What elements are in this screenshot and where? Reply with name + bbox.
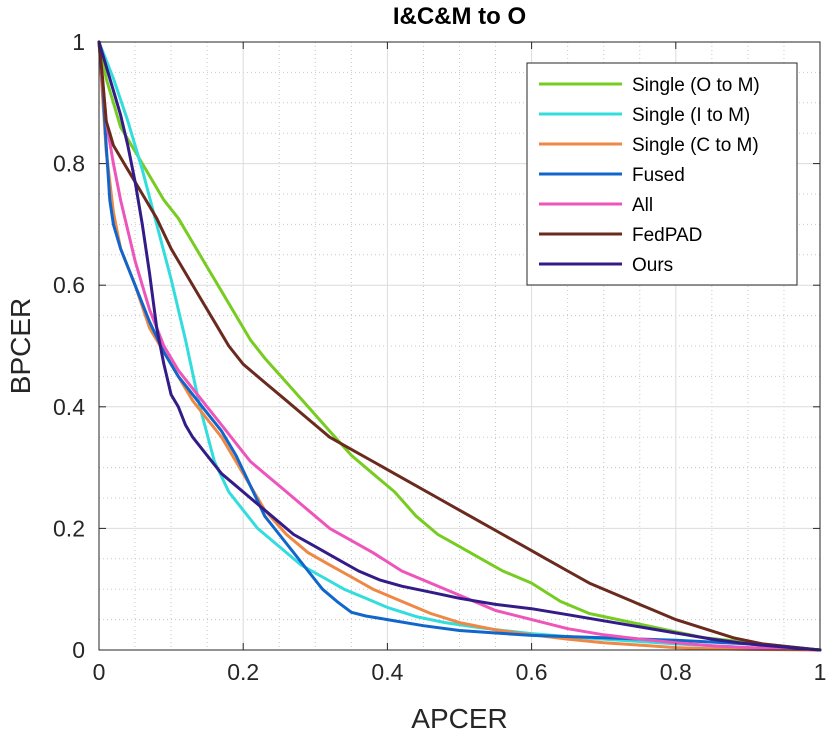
x-tick-label: 0.6	[516, 659, 548, 685]
x-tick-label: 0	[93, 659, 106, 685]
legend-label-2: Single (C to M)	[632, 135, 759, 156]
series-layer	[97, 40, 822, 652]
series-line-5	[97, 40, 822, 652]
series-line-2	[97, 40, 822, 652]
y-tick-label: 0.4	[53, 394, 85, 420]
legend: Single (O to M) Single (I to M) Single (C …	[526, 62, 798, 286]
legend-label-0: Single (O to M)	[632, 75, 760, 96]
y-tick-label: 0	[72, 637, 85, 663]
x-axis-title: APCER	[411, 703, 507, 734]
series-line-0	[97, 40, 822, 652]
y-tick-label: 0.6	[53, 272, 85, 298]
y-tick-label: 0.2	[53, 515, 85, 541]
legend-label-3: Fused	[632, 165, 685, 186]
series-line-3	[97, 40, 822, 652]
legend-label-4: All	[632, 195, 653, 216]
series-line-1	[97, 40, 822, 652]
x-tick-label: 0.2	[227, 659, 259, 685]
x-tick-label: 0.4	[371, 659, 403, 685]
chart-title: I&C&M to O	[393, 3, 526, 30]
legend-label-1: Single (I to M)	[632, 105, 750, 126]
y-tick-label: 0.8	[53, 151, 85, 177]
x-axis: 0 0.2 0.4 0.6 0.8 1	[93, 42, 827, 685]
x-tick-label: 0.8	[660, 659, 692, 685]
y-axis: 0 0.2 0.4 0.6 0.8 1	[53, 29, 820, 663]
legend-label-6: Ours	[632, 255, 673, 276]
legend-label-5: FedPAD	[632, 225, 702, 246]
series-line-6	[97, 40, 822, 652]
x-tick-label: 1	[814, 659, 827, 685]
plot-frame	[98, 41, 821, 651]
series-line-4	[97, 40, 822, 652]
y-axis-title: BPCER	[5, 298, 36, 394]
y-tick-label: 1	[72, 29, 85, 55]
